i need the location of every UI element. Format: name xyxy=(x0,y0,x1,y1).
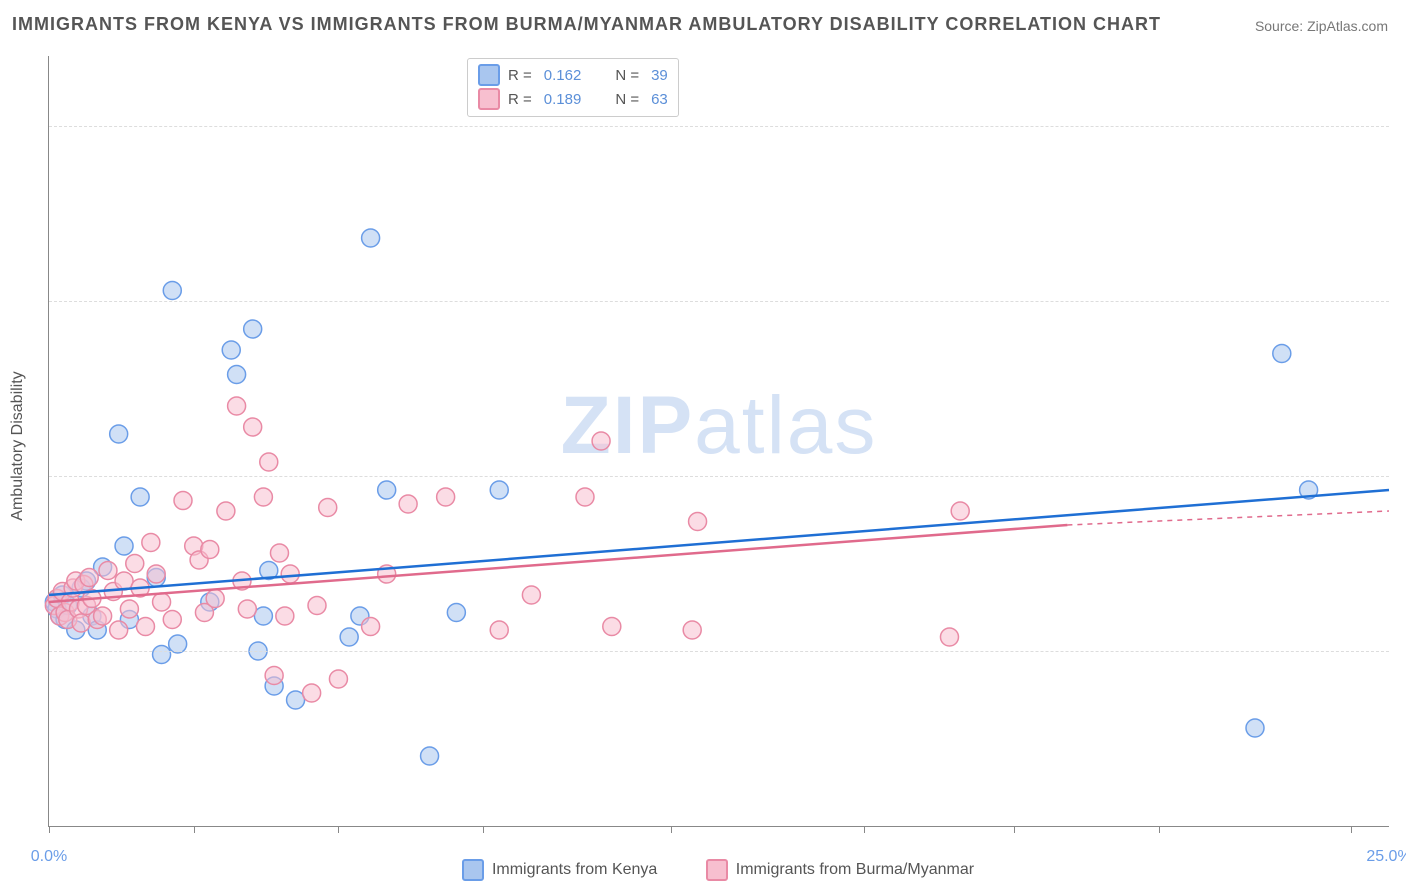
scatter-point xyxy=(270,544,288,562)
x-tick xyxy=(1351,826,1352,833)
scatter-point xyxy=(201,541,219,559)
x-tick xyxy=(1159,826,1160,833)
scatter-point xyxy=(447,604,465,622)
grid-line xyxy=(49,126,1389,127)
scatter-point xyxy=(1246,719,1264,737)
scatter-point xyxy=(378,481,396,499)
y-axis-title: Ambulatory Disability xyxy=(9,371,27,520)
plot-svg xyxy=(49,56,1389,826)
scatter-point xyxy=(437,488,455,506)
trend-line xyxy=(49,490,1389,595)
grid-line xyxy=(49,301,1389,302)
scatter-point xyxy=(244,320,262,338)
scatter-point xyxy=(228,397,246,415)
scatter-point xyxy=(115,537,133,555)
scatter-point xyxy=(303,684,321,702)
scatter-point xyxy=(110,425,128,443)
scatter-point xyxy=(136,618,154,636)
scatter-point xyxy=(254,607,272,625)
scatter-point xyxy=(115,572,133,590)
scatter-point xyxy=(94,607,112,625)
scatter-point xyxy=(131,488,149,506)
legend-label: Immigrants from Burma/Myanmar xyxy=(736,861,974,879)
scatter-point xyxy=(592,432,610,450)
scatter-point xyxy=(120,600,138,618)
scatter-point xyxy=(421,747,439,765)
legend-swatch-kenya xyxy=(462,859,484,881)
scatter-point xyxy=(689,513,707,531)
legend-label: Immigrants from Kenya xyxy=(492,861,657,879)
legend-swatch-burma xyxy=(706,859,728,881)
x-tick xyxy=(483,826,484,833)
scatter-point xyxy=(126,555,144,573)
scatter-point xyxy=(153,646,171,664)
scatter-point xyxy=(287,691,305,709)
x-tick xyxy=(1014,826,1015,833)
scatter-point xyxy=(276,607,294,625)
scatter-point xyxy=(222,341,240,359)
x-tick xyxy=(671,826,672,833)
scatter-point xyxy=(244,418,262,436)
scatter-point xyxy=(329,670,347,688)
scatter-point xyxy=(254,488,272,506)
scatter-point xyxy=(174,492,192,510)
x-tick xyxy=(864,826,865,833)
grid-line xyxy=(49,651,1389,652)
scatter-point xyxy=(163,282,181,300)
x-tick xyxy=(194,826,195,833)
scatter-point xyxy=(308,597,326,615)
trend-line-extrapolated xyxy=(1067,511,1389,525)
legend-item-kenya: Immigrants from Kenya xyxy=(462,859,657,881)
chart-title: IMMIGRANTS FROM KENYA VS IMMIGRANTS FROM… xyxy=(12,14,1161,35)
scatter-point xyxy=(683,621,701,639)
scatter-point xyxy=(340,628,358,646)
source-label: Source: ZipAtlas.com xyxy=(1255,18,1388,34)
scatter-point xyxy=(99,562,117,580)
scatter-point xyxy=(153,593,171,611)
scatter-point xyxy=(147,565,165,583)
scatter-point xyxy=(576,488,594,506)
scatter-point xyxy=(362,229,380,247)
scatter-point xyxy=(72,614,90,632)
scatter-point xyxy=(163,611,181,629)
scatter-point xyxy=(80,569,98,587)
plot-area: ZIPatlas R = 0.162 N = 39 R = 0.189 N = … xyxy=(48,56,1389,827)
scatter-point xyxy=(206,590,224,608)
x-tick xyxy=(49,826,50,833)
scatter-point xyxy=(603,618,621,636)
scatter-point xyxy=(142,534,160,552)
legend-series: Immigrants from Kenya Immigrants from Bu… xyxy=(48,859,1388,886)
legend-item-burma: Immigrants from Burma/Myanmar xyxy=(706,859,974,881)
scatter-point xyxy=(951,502,969,520)
scatter-point xyxy=(362,618,380,636)
scatter-point xyxy=(940,628,958,646)
scatter-point xyxy=(238,600,256,618)
scatter-point xyxy=(228,366,246,384)
scatter-point xyxy=(110,621,128,639)
scatter-point xyxy=(490,481,508,499)
scatter-point xyxy=(265,667,283,685)
scatter-point xyxy=(217,502,235,520)
scatter-point xyxy=(522,586,540,604)
scatter-point xyxy=(490,621,508,639)
x-tick xyxy=(338,826,339,833)
scatter-point xyxy=(319,499,337,517)
scatter-point xyxy=(1273,345,1291,363)
scatter-point xyxy=(399,495,417,513)
scatter-point xyxy=(260,453,278,471)
scatter-point xyxy=(281,565,299,583)
grid-line xyxy=(49,476,1389,477)
